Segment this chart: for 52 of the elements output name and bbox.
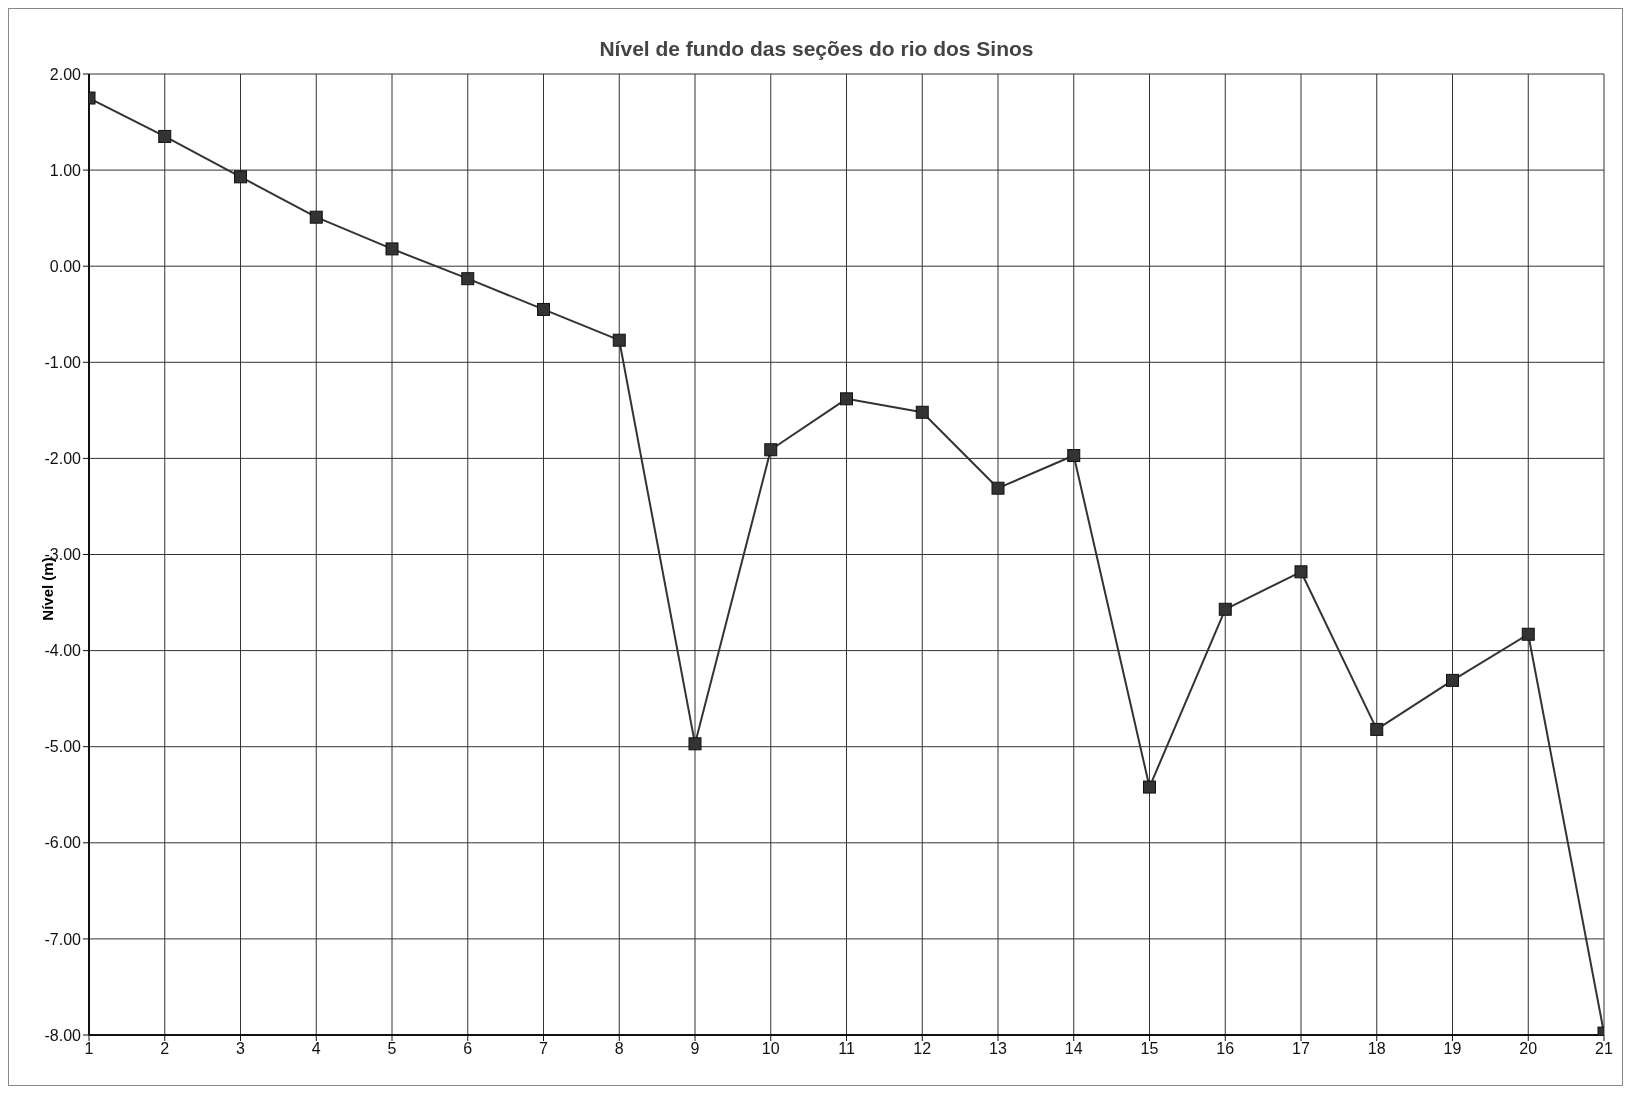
point — [1294, 565, 1308, 579]
point — [840, 392, 853, 406]
x-tick-label: 14 — [1064, 1040, 1083, 1058]
y-tick-label: -1.00 — [44, 353, 82, 371]
x-tick-label: 1 — [84, 1040, 94, 1058]
point — [537, 302, 550, 316]
point — [612, 333, 626, 347]
x-tick-label: 12 — [913, 1040, 932, 1058]
point — [764, 443, 778, 457]
point — [991, 481, 1005, 495]
y-tick-label: -5.00 — [44, 738, 82, 756]
point — [385, 242, 399, 256]
x-tick-label: 18 — [1367, 1040, 1386, 1058]
x-tick-label: 16 — [1216, 1040, 1235, 1058]
point — [461, 272, 475, 286]
x-tick-label: 9 — [690, 1040, 700, 1058]
y-tick-label: -7.00 — [44, 930, 82, 948]
x-tick-label: 15 — [1140, 1040, 1159, 1058]
x-tick-label: 7 — [539, 1040, 549, 1058]
point — [309, 210, 323, 224]
x-tick-label: 6 — [463, 1040, 473, 1058]
point — [1143, 780, 1156, 794]
y-tick-label: 1.00 — [49, 161, 82, 179]
y-tick-label: -4.00 — [44, 642, 82, 660]
x-tick-label: 17 — [1292, 1040, 1310, 1058]
point — [1218, 602, 1232, 616]
y-tick-label: -6.00 — [44, 834, 82, 852]
point — [234, 170, 247, 184]
x-tick-label: 20 — [1519, 1040, 1538, 1058]
x-tick-label: 2 — [160, 1040, 170, 1058]
point — [915, 405, 929, 419]
chart-title: Nível de fundo das seções do rio dos Sinos — [598, 37, 1035, 61]
y-tick-label: 2.00 — [49, 65, 82, 83]
point — [1370, 722, 1384, 736]
y-axis-title: Nível (m) — [38, 557, 56, 621]
x-tick-label: 3 — [236, 1040, 246, 1058]
x-tick-label: 19 — [1443, 1040, 1462, 1058]
point — [1521, 627, 1535, 641]
y-tick-label: -8.00 — [44, 1026, 82, 1044]
x-tick-label: 11 — [838, 1040, 855, 1058]
x-tick-label: 8 — [614, 1040, 624, 1058]
y-tick-label: -2.00 — [44, 450, 82, 468]
x-tick-label: 13 — [989, 1040, 1007, 1058]
x-tick-label: 21 — [1595, 1040, 1613, 1058]
point — [1067, 449, 1081, 463]
point — [158, 129, 172, 143]
point — [688, 737, 702, 751]
point — [1446, 673, 1459, 687]
x-tick-label: 4 — [311, 1040, 321, 1058]
x-tick-label: 10 — [761, 1040, 780, 1058]
x-tick-label: 5 — [387, 1040, 397, 1058]
y-tick-label: 0.00 — [49, 257, 82, 275]
